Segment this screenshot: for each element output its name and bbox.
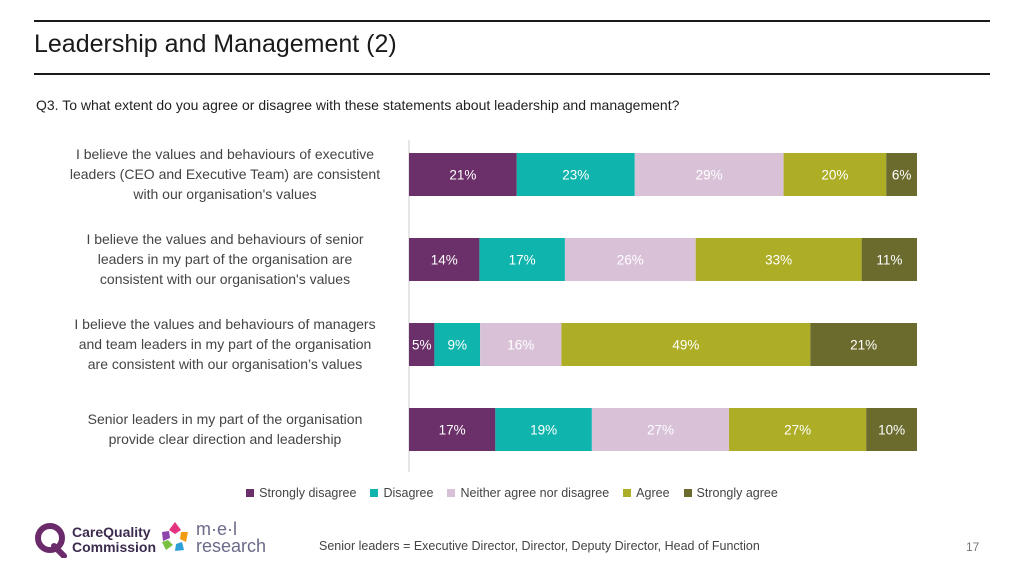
statement-line: leaders in my part of the organisation a… [97, 251, 353, 267]
top-rule [34, 20, 990, 22]
question-text: Q3. To what extent do you agree or disag… [36, 97, 680, 113]
bar-data-label: 29% [696, 168, 723, 183]
bar-segment-2-neither-agree-nor-disagree [564, 238, 696, 281]
mel-line2: research [196, 536, 267, 556]
bar-data-label: 27% [647, 423, 674, 438]
bar-data-label: 6% [892, 168, 912, 183]
bar-segment-1-agree [783, 153, 887, 196]
bar-segment-1-strongly-agree [886, 153, 917, 196]
bar-data-label: 11% [876, 253, 902, 268]
legend-label: Disagree [383, 486, 434, 500]
page-title: Leadership and Management (2) [34, 30, 397, 58]
bar-segment-3-strongly-disagree [409, 323, 435, 366]
legend-swatch [246, 489, 255, 497]
bar-data-label: 21% [449, 168, 476, 183]
bar-segment-4-strongly-agree [866, 408, 917, 451]
legend-item-strongly-agree: Strongly agree [683, 486, 778, 500]
bar-data-label: 9% [448, 338, 468, 353]
bars-group: 21% 23% 29% 20% 6% 14% 17% 26% 33% 11% 5% 9% 16% 49% 2… [409, 153, 917, 451]
bar-data-label: 19% [530, 423, 557, 438]
legend-label: Strongly disagree [259, 486, 357, 500]
bar-segment-1-disagree [516, 153, 635, 196]
bar-segment-4-agree [729, 408, 867, 451]
bar-segment-2-agree [695, 238, 862, 281]
bar-segment-4-disagree [495, 408, 592, 451]
bar-segment-2-strongly-agree [861, 238, 917, 281]
bar-data-label: 27% [784, 423, 811, 438]
bar-data-label: 23% [562, 168, 589, 183]
cqc-line2: Commission [72, 539, 157, 555]
bar-segment-3-neither-agree-nor-disagree [480, 323, 562, 366]
statement-line: and team leaders in my part of the organ… [78, 336, 372, 352]
bar-segment-2-strongly-disagree [409, 238, 480, 281]
legend-item-agree: Agree [623, 486, 670, 500]
legend-label: Agree [636, 486, 670, 500]
bar-data-label: 33% [765, 253, 792, 268]
cqc-line1: CareQuality [72, 524, 151, 540]
bar-segment-1-strongly-disagree [409, 153, 517, 196]
bar-data-label: 14% [431, 253, 458, 268]
legend-item-neither: Neither agree nor disagree [447, 486, 609, 500]
mel-research-logo: m·e·l research [158, 520, 266, 556]
legend-swatch [683, 489, 692, 497]
statement-line: I believe the values and behaviours of s… [86, 231, 364, 247]
bar-data-label: 10% [878, 423, 905, 438]
bar-data-label: 16% [507, 338, 534, 353]
bar-segment-4-strongly-disagree [409, 408, 496, 451]
bar-data-label: 26% [617, 253, 644, 268]
page-number: 17 [966, 540, 980, 554]
mel-wordmark: m·e·l research [196, 519, 267, 556]
bar-data-label: 17% [439, 423, 466, 438]
bar-segment-3-agree [561, 323, 811, 366]
statement-label-1: I believe the values and behaviours of e… [40, 144, 410, 204]
mel-line1: m·e·l [196, 519, 237, 539]
statement-label-2: I believe the values and behaviours of s… [40, 229, 410, 289]
statement-label-3: I believe the values and behaviours of m… [40, 314, 410, 374]
legend-swatch [447, 489, 456, 497]
statement-line: leaders (CEO and Executive Team) are con… [69, 166, 381, 182]
cqc-q-icon [35, 523, 67, 558]
bar-segment-1-neither-agree-nor-disagree [634, 153, 784, 196]
bar-segment-2-disagree [479, 238, 565, 281]
footnote: Senior leaders = Executive Director, Dir… [319, 539, 760, 553]
statement-line: I believe the values and behaviours of e… [75, 146, 375, 162]
statement-line: Senior leaders in my part of the organis… [87, 411, 363, 427]
statement-label-4: Senior leaders in my part of the organis… [40, 409, 410, 449]
bar-data-label: 21% [850, 338, 877, 353]
bar-data-label: 17% [509, 253, 536, 268]
statement-line: with our organisation's values [133, 186, 317, 202]
statement-line: are consistent with our organisation’s v… [87, 356, 363, 372]
legend-swatch [623, 489, 632, 497]
bar-segment-3-disagree [434, 323, 481, 366]
legend-item-strongly-disagree: Strongly disagree [246, 486, 356, 500]
legend-swatch [370, 489, 379, 497]
cqc-logo: CareQuality Commission [34, 522, 156, 558]
statement-line: consistent with our organisation's value… [99, 271, 351, 287]
bar-segment-3-strongly-agree [810, 323, 917, 366]
bar-segment-4-neither-agree-nor-disagree [591, 408, 730, 451]
legend-label: Strongly agree [696, 486, 778, 500]
title-rule [34, 73, 990, 75]
cqc-wordmark: CareQuality Commission [72, 525, 156, 555]
statement-line: I believe the values and behaviours of m… [74, 316, 376, 332]
legend-label: Neither agree nor disagree [460, 486, 610, 500]
bar-data-label: 20% [821, 168, 848, 183]
mel-flower-icon [162, 522, 188, 551]
statement-line: provide clear direction and leadership [108, 431, 342, 447]
bar-data-label: 49% [672, 338, 699, 353]
bar-data-label: 5% [412, 338, 432, 353]
legend-item-disagree: Disagree [370, 486, 433, 500]
chart-legend: Strongly disagree Disagree Neither agree… [0, 486, 1024, 500]
